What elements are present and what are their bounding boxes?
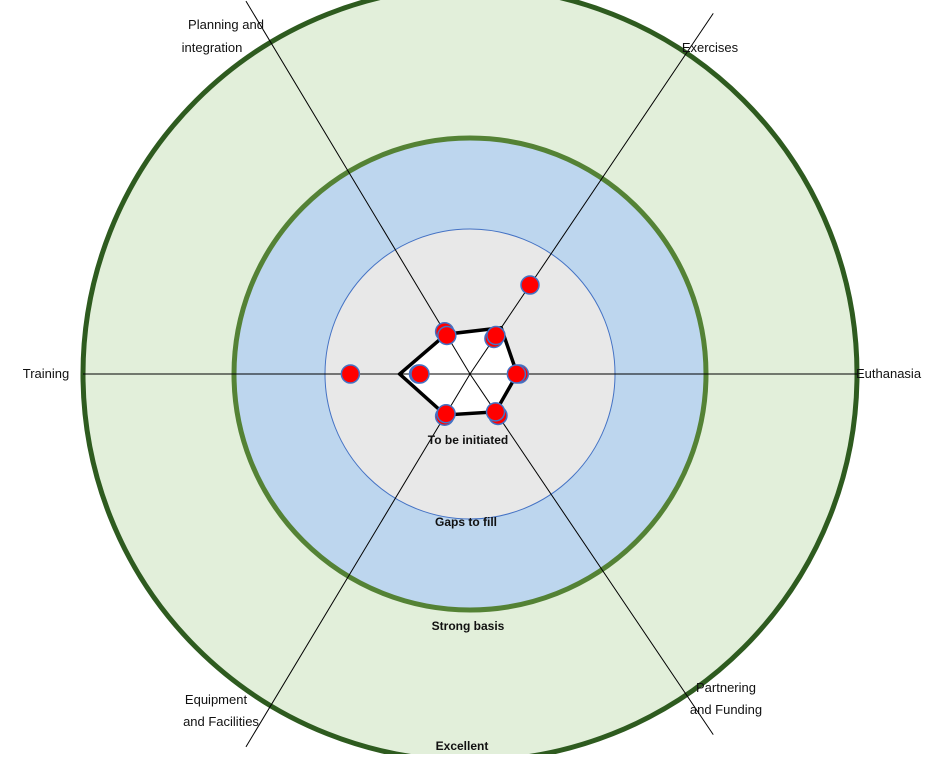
axis-line-exercises (469, 13, 714, 375)
axis-labels: Euthanasia Exercises Planning and integr… (23, 17, 922, 729)
ring-label-excellent: Excellent (436, 739, 489, 753)
axis-lines (83, 0, 857, 748)
axis-label-training: Training (23, 366, 69, 381)
data-point-equipment-and-facilities-11 (436, 404, 456, 424)
data-point-planning-and-integration-6 (437, 325, 457, 346)
data-point-training-9 (410, 364, 430, 384)
data-points (340, 275, 540, 427)
axis-label-exercises: Exercises (682, 40, 739, 55)
axis-label-equipment-line2: and Facilities (183, 714, 259, 729)
data-point-exercises-4 (486, 325, 506, 346)
data-point-exercises-2 (520, 275, 540, 295)
axis-line-equipment-and-facilities (245, 373, 471, 748)
ring-label-to-be-initiated: To be initiated (428, 433, 508, 447)
ring-label-strong-basis: Strong basis (432, 619, 505, 633)
ring-labels: To be initiated Gaps to fill Strong basi… (428, 433, 508, 753)
axis-line-planning-and-integration (245, 0, 471, 375)
data-point-euthanasia-1 (506, 364, 527, 384)
axis-label-planning-line1: Planning and (188, 17, 264, 32)
axis-label-planning-line2: integration (182, 40, 243, 55)
axis-label-partnering-line1: Partnering (696, 680, 756, 695)
data-point-partnering-and-funding-13 (485, 402, 506, 422)
axis-line-partnering-and-funding (469, 373, 714, 735)
ring-label-gaps-to-fill: Gaps to fill (435, 515, 497, 529)
axis-label-equipment-line1: Equipment (185, 692, 248, 707)
axis-label-euthanasia: Euthanasia (856, 366, 922, 381)
axis-label-partnering-line2: and Funding (690, 702, 762, 717)
data-point-training-7 (340, 364, 361, 384)
